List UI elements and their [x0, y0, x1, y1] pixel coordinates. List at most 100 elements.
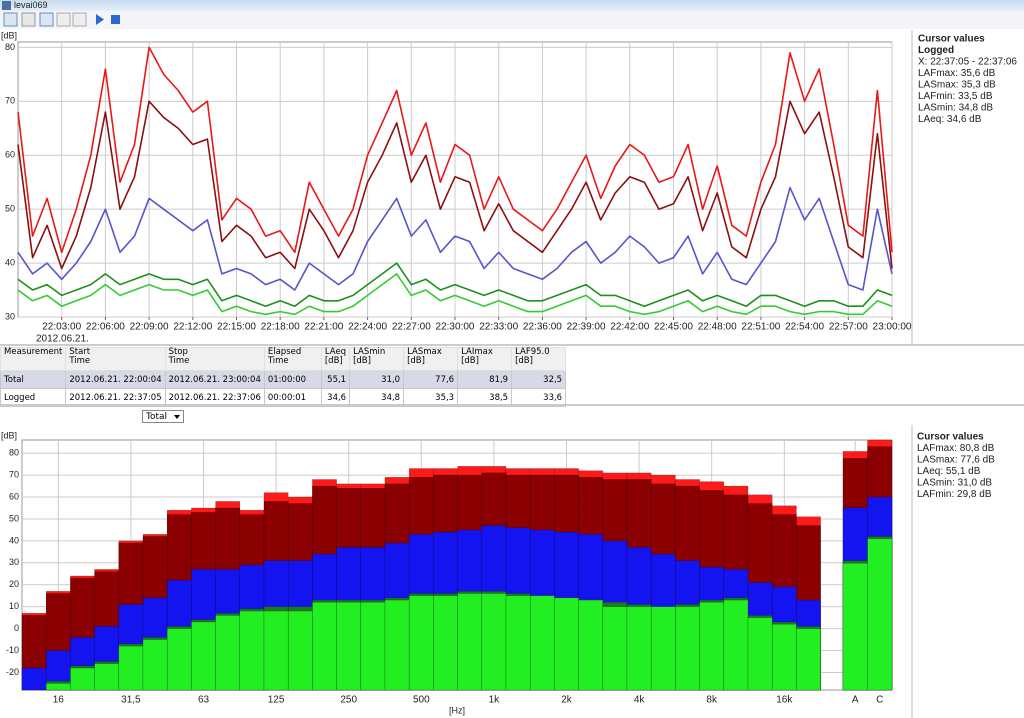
tool-button[interactable] — [56, 12, 71, 27]
x-tick-label: 16 — [53, 695, 65, 706]
series-line — [17, 46, 893, 254]
x-tick-label: 8k — [706, 695, 718, 706]
y-tick-label: -20 — [6, 667, 19, 677]
series-line — [17, 186, 893, 291]
bar — [505, 595, 531, 691]
bar — [433, 595, 458, 691]
toolbar — [0, 11, 1024, 29]
legend-entry: LAFmax: 35,6 dB — [918, 68, 996, 79]
table-cell: 55,1 — [320, 370, 351, 389]
y-tick-label: 50 — [9, 513, 19, 523]
x-axis-label: [Hz] — [449, 705, 465, 715]
bar — [21, 667, 47, 691]
dropdown[interactable]: Total — [142, 410, 184, 423]
x-tick-label: 22:18:00 — [261, 322, 300, 333]
tool-button[interactable] — [21, 12, 36, 27]
y-tick-label: 0 — [14, 623, 19, 633]
x-tick-label: 22:54:00 — [785, 322, 824, 333]
x-tick-label: 22:51:00 — [741, 322, 780, 333]
legend-title: Cursor values — [918, 34, 985, 45]
y-tick-label: 70 — [9, 469, 19, 479]
bar — [384, 599, 410, 691]
y-tick-label: 40 — [5, 257, 15, 267]
window-title: levai069 — [14, 0, 48, 10]
legend-title: Cursor values — [917, 432, 984, 443]
x-tick-label: 22:21:00 — [304, 322, 343, 333]
legend-entry: LAFmax: 80,8 dB — [917, 443, 995, 454]
table-cell: Total — [0, 370, 67, 389]
table-cell: 32,5 — [511, 370, 567, 389]
x-tick-label: 22:09:00 — [130, 322, 169, 333]
legend-entry: LAFmin: 29,8 dB — [917, 489, 992, 500]
series-line — [17, 262, 893, 307]
bar — [867, 538, 893, 691]
tool-button[interactable] — [3, 12, 18, 27]
legend-entry: LAeq: 55,1 dB — [917, 466, 981, 477]
bar — [215, 615, 241, 691]
bar — [239, 610, 265, 691]
table-cell: 2012.06.21. 22:37:06 — [164, 388, 265, 407]
bar — [408, 595, 434, 691]
column-header: LASmin [dB] — [349, 347, 405, 371]
x-tick-label: 31,5 — [121, 695, 141, 706]
series-line — [17, 273, 893, 316]
column-header: Elapsed Time — [263, 347, 322, 371]
x-tick-label: 22:42:00 — [610, 322, 649, 333]
play-button[interactable] — [96, 14, 104, 25]
column-header: LAeq [dB] — [320, 347, 351, 371]
y-axis-label: [dB] — [1, 30, 17, 40]
x-tick-label: 1k — [489, 695, 501, 706]
bar — [675, 606, 700, 691]
column-header: Start Time — [65, 347, 166, 371]
stop-button[interactable] — [111, 15, 120, 24]
x-tick-label: 22:57:00 — [829, 322, 868, 333]
x-tick-label: 22:30:00 — [436, 322, 475, 333]
bar — [45, 683, 71, 691]
legend-entry: LAeq: 34,6 dB — [918, 114, 982, 125]
y-tick-label: 50 — [5, 204, 15, 214]
table-cell: 77,6 — [403, 370, 459, 389]
y-tick-label: 20 — [9, 579, 19, 589]
bar — [70, 667, 95, 691]
cursor-annotation: X: 22:37:05 - 22:37:06 — [918, 57, 1017, 68]
column-header: Measurement — [0, 347, 67, 371]
bar — [481, 593, 507, 691]
bar — [699, 602, 725, 691]
x-tick-label: 16k — [776, 695, 793, 706]
table-row[interactable]: Total 2012.06.21. 22:00:04 2012.06.21. 23:… — [0, 370, 567, 389]
x-tick-label: 22:45:00 — [654, 322, 693, 333]
bar — [796, 628, 821, 691]
y-tick-label: 40 — [9, 535, 19, 545]
measurement-table: Measurement Start Time Stop Time Elapsed Ti… — [0, 347, 567, 407]
y-tick-label: 30 — [5, 311, 15, 321]
table-row[interactable]: Logged 2012.06.21. 22:37:05 2012.06.21. 22… — [0, 388, 567, 407]
tool-button[interactable] — [72, 12, 87, 27]
y-tick-label: 80 — [9, 448, 19, 458]
tool-button[interactable] — [39, 12, 54, 27]
bar — [287, 610, 313, 691]
table-cell: Logged — [0, 388, 67, 407]
column-header: LAImax [dB] — [457, 347, 513, 371]
y-tick-label: 30 — [9, 557, 19, 567]
bar — [118, 645, 144, 691]
bar — [529, 595, 555, 691]
table-cell: 2012.06.21. 22:00:04 — [65, 370, 166, 389]
table-cell: 35,3 — [403, 388, 459, 407]
table-cell: 34,8 — [349, 388, 405, 407]
x-tick-label: 22:06:00 — [86, 322, 125, 333]
x-tick-label: 22:36:00 — [523, 322, 562, 333]
table-header-row: Measurement Start Time Stop Time Elapsed Ti… — [0, 347, 567, 371]
legend-entry: LAFmin: 33,5 dB — [918, 91, 993, 102]
x-tick-label: 250 — [340, 695, 357, 706]
bar — [626, 606, 652, 691]
x-tick-label: A — [852, 695, 859, 706]
series-line — [17, 100, 893, 270]
table-cell: 00:00:01 — [263, 388, 322, 407]
x-tick-label: 22:27:00 — [392, 322, 431, 333]
column-header: LASmax [dB] — [403, 347, 459, 371]
table-cell: 31,0 — [349, 370, 405, 389]
bar — [360, 602, 386, 691]
legend-entry: LASmax: 77,6 dB — [917, 455, 995, 466]
bar — [771, 623, 797, 691]
